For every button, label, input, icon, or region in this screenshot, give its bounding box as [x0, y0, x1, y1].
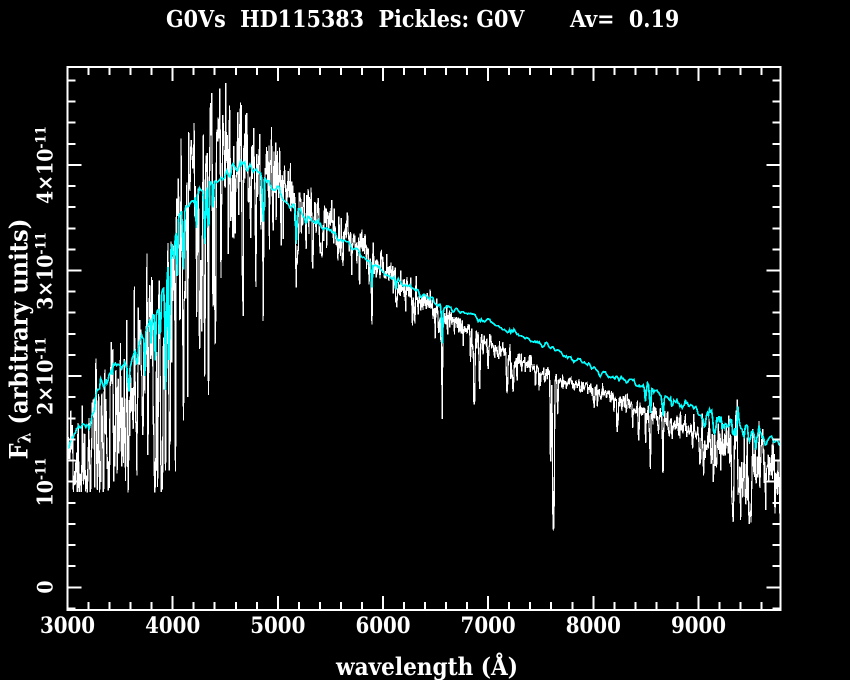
y-tick-label-1: 10-11: [32, 457, 58, 507]
y-tick-label-4: 4×10-11: [32, 125, 58, 204]
x-tick-label-3000: 3000: [39, 613, 96, 639]
x-tick-label-4000: 4000: [145, 613, 201, 639]
observed-spectrum-trace: [67, 83, 782, 532]
x-tick-label-7000: 7000: [460, 613, 516, 639]
x-tick-label-8000: 8000: [565, 613, 621, 639]
extinction-value-label: Av= 0.19: [570, 6, 680, 33]
x-tick-label-6000: 6000: [355, 613, 411, 639]
x-axis-title: wavelength (Å): [336, 652, 518, 680]
template-spectrum-trace: [67, 158, 781, 451]
plot-border: [66, 66, 782, 611]
x-tick-label-5000: 5000: [250, 613, 306, 639]
axes-box-and-ticks: [66, 66, 782, 611]
plot-title: G0Vs HD115383 Pickles: G0V: [166, 6, 525, 33]
x-tick-label-9000: 9000: [670, 613, 727, 639]
spectra-traces: [67, 83, 782, 532]
y-axis-title: Fλ (arbitrary units): [4, 218, 36, 460]
y-tick-label-0: 0: [32, 580, 58, 594]
y-tick-label-2: 2×10-11: [32, 337, 58, 415]
y-tick-label-3: 3×10-11: [32, 231, 58, 310]
